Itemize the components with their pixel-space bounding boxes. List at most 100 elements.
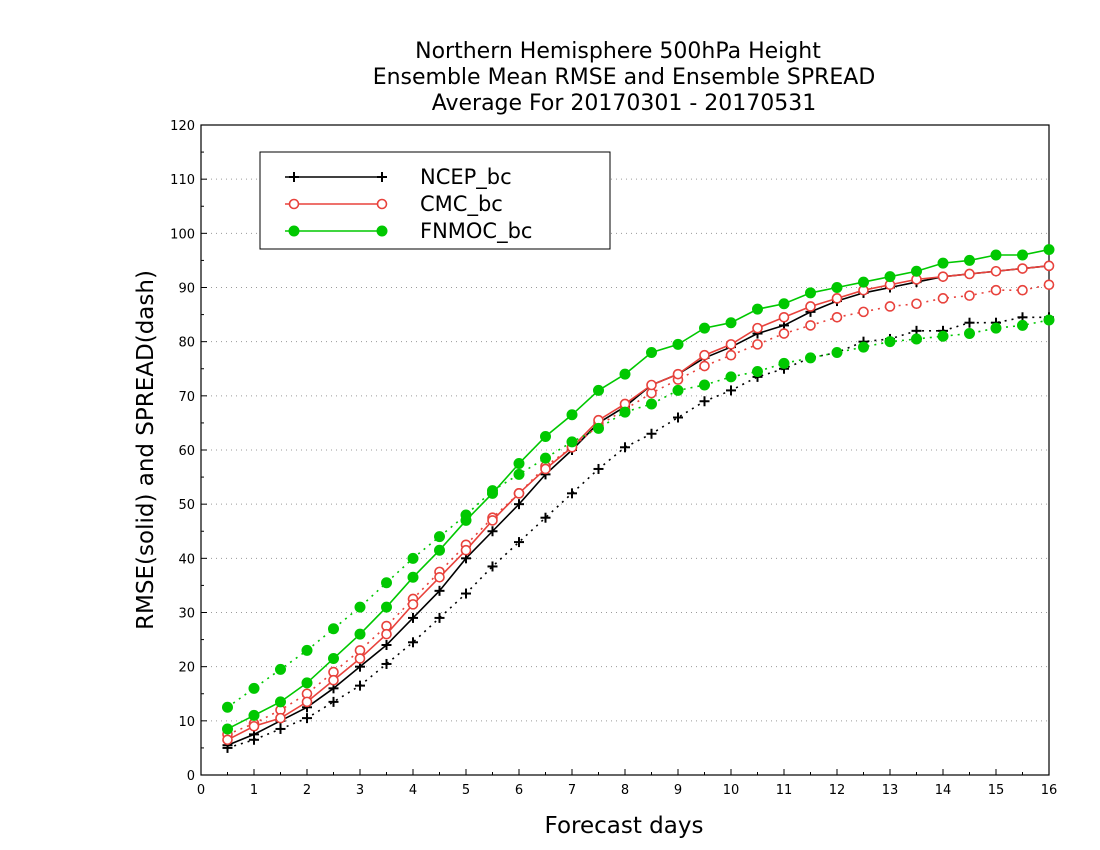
rmse-point-fnmoc-bc	[222, 723, 233, 735]
rmse-point-fnmoc-bc	[911, 265, 922, 277]
rmse-point-fnmoc-bc	[301, 677, 313, 689]
spread-point-fnmoc-bc	[407, 552, 419, 564]
x-tick-label-7: 7	[568, 783, 576, 798]
rmse-point-cmc-bc	[646, 379, 657, 391]
spread-point-fnmoc-bc	[646, 398, 657, 410]
legend-label-cmc-bc: CMC_bc	[420, 192, 503, 217]
rmse-point-ncep-bc	[514, 499, 524, 510]
x-tick-label-8: 8	[621, 783, 629, 798]
rmse-point-ncep-bc	[408, 612, 418, 623]
y-tick-label-4: 40	[178, 552, 195, 567]
spread-point-fnmoc-bc	[248, 682, 260, 694]
rmse-point-fnmoc-bc	[699, 322, 710, 334]
rmse-point-cmc-bc	[831, 293, 843, 304]
rmse-point-fnmoc-bc	[381, 601, 392, 613]
spread-point-cmc-bc	[805, 320, 816, 331]
spread-point-fnmoc-bc	[619, 406, 631, 418]
spread-point-cmc-bc	[752, 339, 763, 350]
rmse-point-fnmoc-bc	[328, 653, 339, 665]
spread-point-ncep-bc	[620, 442, 630, 453]
spread-point-cmc-bc	[964, 290, 975, 301]
rmse-point-cmc-bc	[937, 271, 949, 282]
x-tick-label-9: 9	[674, 783, 682, 798]
legend-marker-ncep-bc	[377, 172, 387, 182]
spread-point-cmc-bc	[990, 284, 1002, 296]
spread-point-fnmoc-bc	[1043, 314, 1055, 326]
y-tick-label-12: 120	[170, 119, 195, 134]
spread-point-cmc-bc	[1017, 284, 1028, 296]
spread-point-ncep-bc	[461, 588, 471, 599]
rmse-point-fnmoc-bc	[964, 254, 975, 266]
spread-point-cmc-bc	[699, 360, 710, 372]
rmse-point-cmc-bc	[381, 628, 392, 640]
spread-point-fnmoc-bc	[831, 347, 843, 358]
plot-series	[222, 244, 1055, 753]
spread-point-fnmoc-bc	[911, 333, 922, 345]
rmse-point-fnmoc-bc	[619, 368, 631, 380]
x-tick-label-13: 13	[882, 783, 899, 798]
rmse-point-fnmoc-bc	[884, 271, 896, 283]
legend-box	[259, 151, 611, 250]
y-tick-label-5: 50	[178, 498, 195, 513]
spread-point-ncep-bc	[408, 637, 418, 648]
x-tick-label-12: 12	[829, 783, 846, 798]
spread-point-fnmoc-bc	[275, 663, 286, 675]
spread-point-cmc-bc	[911, 298, 922, 310]
rmse-point-ncep-bc	[381, 640, 392, 650]
x-tick-label-1: 1	[250, 783, 258, 798]
spread-point-fnmoc-bc	[222, 701, 233, 713]
rmse-point-cmc-bc	[487, 515, 498, 526]
spread-point-fnmoc-bc	[805, 352, 816, 364]
rmse-point-cmc-bc	[540, 463, 551, 475]
spread-point-ncep-bc	[540, 512, 551, 523]
y-axis-title: RMSE(solid) and SPREAD(dash)	[133, 270, 159, 630]
legend-marker-cmc-bc	[288, 198, 300, 210]
rmse-point-cmc-bc	[460, 544, 472, 556]
legend-item-ncep-bc: NCEP_bc	[285, 165, 512, 190]
spread-point-ncep-bc	[514, 537, 524, 548]
spread-point-fnmoc-bc	[858, 341, 869, 353]
spread-point-fnmoc-bc	[990, 322, 1002, 334]
spread-point-fnmoc-bc	[301, 644, 313, 656]
legend-marker-ncep-bc	[289, 172, 299, 182]
legend-item-fnmoc-bc: FNMOC_bc	[285, 219, 532, 244]
rmse-point-cmc-bc	[328, 674, 339, 686]
rmse-point-cmc-bc	[1043, 260, 1055, 272]
y-tick-label-8: 80	[178, 336, 195, 351]
spread-point-fnmoc-bc	[699, 379, 710, 391]
y-tick-label-0: 0	[187, 769, 195, 784]
chart-title-line-3: Average For 20170301 - 20170531	[432, 91, 817, 116]
rmse-point-fnmoc-bc	[275, 696, 286, 708]
spread-point-ncep-bc	[593, 463, 604, 474]
spread-point-cmc-bc	[937, 293, 949, 304]
spread-point-ncep-bc	[964, 317, 975, 328]
spread-point-fnmoc-bc	[593, 422, 604, 434]
spread-point-ncep-bc	[434, 612, 445, 623]
x-tick-label-16: 16	[1041, 783, 1058, 798]
spread-point-fnmoc-bc	[725, 371, 737, 383]
spread-point-ncep-bc	[567, 488, 577, 499]
spread-point-fnmoc-bc	[937, 330, 949, 342]
chart-title-line-2: Ensemble Mean RMSE and Ensemble SPREAD	[373, 65, 876, 90]
y-tick-label-11: 110	[170, 173, 195, 188]
rmse-point-fnmoc-bc	[566, 409, 578, 421]
x-tick-label-2: 2	[303, 783, 311, 798]
rmse-point-fnmoc-bc	[460, 514, 472, 526]
spread-point-ncep-bc	[328, 696, 339, 707]
spread-point-ncep-bc	[726, 385, 736, 396]
rmse-point-fnmoc-bc	[540, 430, 551, 442]
spread-point-ncep-bc	[355, 680, 365, 691]
x-tick-label-6: 6	[515, 783, 523, 798]
rmse-point-cmc-bc	[275, 712, 286, 724]
rmse-point-fnmoc-bc	[407, 571, 419, 583]
spread-point-fnmoc-bc	[434, 531, 445, 543]
rmse-point-fnmoc-bc	[937, 257, 949, 269]
spread-point-fnmoc-bc	[566, 436, 578, 448]
spread-point-fnmoc-bc	[778, 357, 790, 369]
x-tick-label-14: 14	[935, 783, 952, 798]
rmse-point-fnmoc-bc	[1043, 244, 1055, 256]
x-tick-label-10: 10	[723, 783, 740, 798]
rmse-point-cmc-bc	[725, 339, 737, 350]
